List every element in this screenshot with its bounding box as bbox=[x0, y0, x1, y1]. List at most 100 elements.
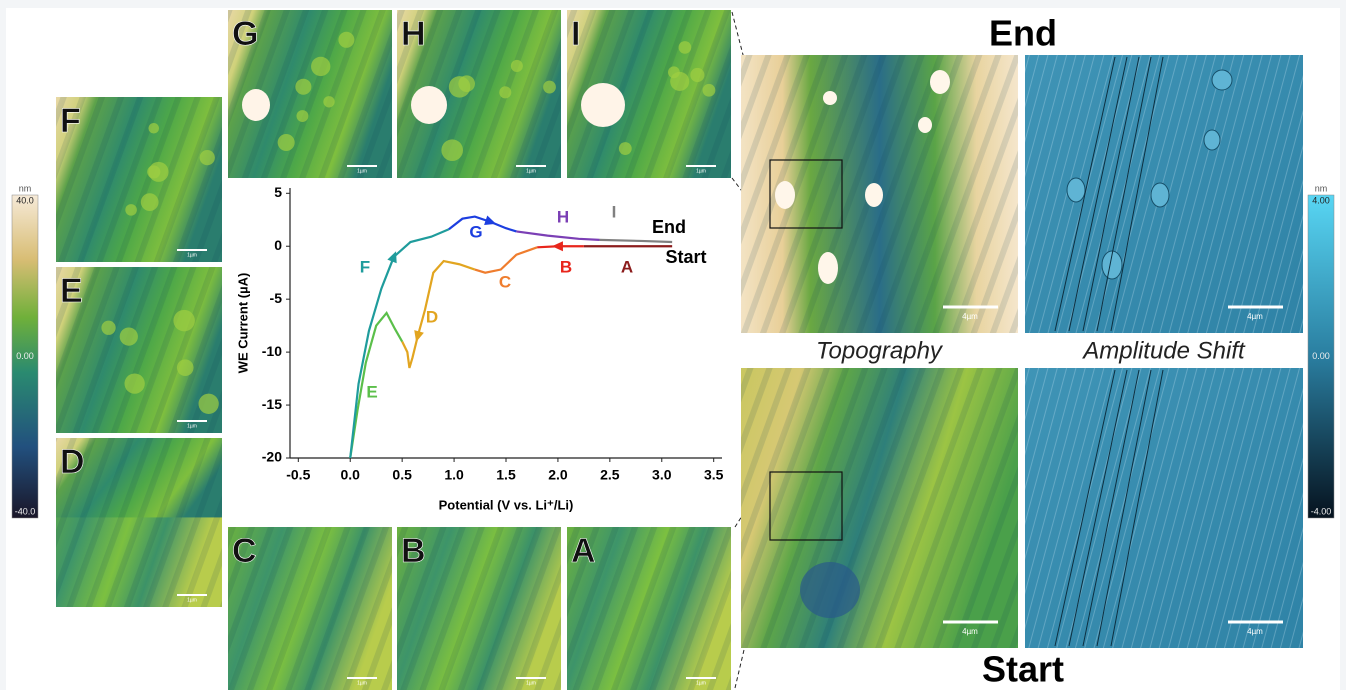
scale-bar-label: 1µm bbox=[696, 680, 706, 686]
afm-grain bbox=[173, 310, 194, 331]
particle bbox=[242, 89, 270, 121]
panel-label: B bbox=[401, 532, 426, 570]
y-tick-label: -15 bbox=[262, 396, 282, 412]
afm-grain bbox=[278, 134, 295, 151]
afm-grain bbox=[511, 60, 523, 72]
afm-grain bbox=[323, 96, 334, 107]
scale-bar-label: 4µm bbox=[1247, 627, 1263, 636]
particle bbox=[775, 181, 795, 209]
panel-label: D bbox=[60, 443, 85, 481]
particle bbox=[865, 183, 883, 207]
colorbar-unit: nm bbox=[1315, 183, 1328, 193]
y-axis-title: WE Current (µA) bbox=[235, 273, 250, 374]
curve-label: E bbox=[366, 382, 377, 401]
particle bbox=[823, 91, 837, 105]
afm-grain bbox=[101, 321, 115, 335]
afm-grain bbox=[619, 142, 632, 155]
panel-label: G bbox=[232, 15, 258, 53]
particle bbox=[930, 70, 950, 94]
scale-bar-label: 4µm bbox=[962, 312, 978, 321]
afm-grain bbox=[177, 359, 194, 376]
colorbar-tick-label: 0.00 bbox=[1312, 351, 1330, 361]
bump bbox=[1151, 183, 1169, 207]
panel-label: E bbox=[60, 272, 83, 310]
afm-grain bbox=[458, 75, 475, 92]
amplitude-heading: Amplitude Shift bbox=[1081, 337, 1246, 364]
panel-label: I bbox=[571, 15, 580, 53]
scale-bar-label: 4µm bbox=[962, 627, 978, 636]
start-heading: Start bbox=[982, 649, 1064, 690]
colorbar-tick-label: -40.0 bbox=[15, 506, 36, 516]
x-tick-label: 2.0 bbox=[548, 467, 568, 483]
curve-label: I bbox=[612, 202, 617, 221]
y-tick-label: 0 bbox=[274, 237, 282, 253]
afm-grain bbox=[148, 123, 159, 134]
panel-label: H bbox=[401, 15, 426, 53]
scale-bar-label: 1µm bbox=[526, 680, 536, 686]
end-heading: End bbox=[989, 13, 1057, 54]
curve-label: A bbox=[621, 257, 633, 276]
particle bbox=[818, 252, 838, 284]
panel-label: C bbox=[232, 532, 257, 570]
afm-grain bbox=[295, 79, 311, 95]
curve-label: C bbox=[499, 272, 511, 291]
afm-texture bbox=[1025, 368, 1303, 648]
dark-region bbox=[800, 562, 860, 618]
x-tick-label: 2.5 bbox=[600, 467, 620, 483]
scale-bar-label: 1µm bbox=[357, 168, 367, 174]
colorbar-unit: nm bbox=[19, 183, 32, 193]
bump bbox=[1067, 178, 1085, 202]
y-tick-label: -5 bbox=[270, 290, 283, 306]
curve-label: G bbox=[469, 222, 482, 241]
panel-label: A bbox=[571, 532, 596, 570]
y-tick-label: -10 bbox=[262, 343, 282, 359]
scale-bar-label: 4µm bbox=[1247, 312, 1263, 321]
curve-label: H bbox=[557, 207, 569, 226]
y-tick-label: -20 bbox=[262, 449, 282, 465]
x-tick-label: -0.5 bbox=[286, 467, 310, 483]
curve-label: D bbox=[426, 307, 438, 326]
panel-label: F bbox=[60, 102, 81, 140]
afm-grain bbox=[670, 72, 689, 91]
curve-label: B bbox=[560, 257, 572, 276]
afm-texture bbox=[56, 97, 222, 262]
scale-bar-label: 1µm bbox=[696, 168, 706, 174]
afm-grain bbox=[703, 84, 716, 97]
bump bbox=[1212, 70, 1232, 90]
afm-grain bbox=[690, 68, 704, 82]
afm-grain bbox=[499, 86, 511, 98]
afm-grain bbox=[147, 165, 160, 178]
afm-grain bbox=[141, 193, 159, 211]
afm-texture bbox=[741, 368, 1018, 648]
particle bbox=[918, 117, 932, 133]
annotation: Start bbox=[665, 247, 706, 267]
figure: End Start Topography Amplitude Shift G 1µ… bbox=[0, 0, 1346, 690]
x-axis-title: Potential (V vs. Li⁺/Li) bbox=[439, 497, 574, 512]
x-tick-label: 1.0 bbox=[444, 467, 464, 483]
colorbar-tick-label: 40.0 bbox=[16, 195, 34, 205]
colorbar-tick-label: -4.00 bbox=[1311, 506, 1332, 516]
x-tick-label: 0.5 bbox=[392, 467, 412, 483]
y-tick-label: 5 bbox=[274, 184, 282, 200]
colorbar-tick-label: 0.00 bbox=[16, 351, 34, 361]
bump bbox=[1204, 130, 1220, 150]
colorbar-tick-label: 4.00 bbox=[1312, 195, 1330, 205]
x-tick-label: 1.5 bbox=[496, 467, 516, 483]
scale-bar-label: 1µm bbox=[357, 680, 367, 686]
particle bbox=[411, 86, 447, 124]
afm-grain bbox=[200, 150, 215, 165]
afm-grain bbox=[441, 139, 463, 161]
curve-label: F bbox=[360, 257, 370, 276]
afm-grain bbox=[311, 57, 330, 76]
scale-bar-label: 1µm bbox=[187, 423, 197, 429]
particle bbox=[581, 83, 625, 127]
afm-grain bbox=[297, 110, 309, 122]
x-tick-label: 3.5 bbox=[704, 467, 724, 483]
afm-grain bbox=[679, 41, 692, 54]
scale-bar-label: 1µm bbox=[187, 252, 197, 258]
afm-grain bbox=[125, 373, 145, 393]
annotation: End bbox=[652, 217, 686, 237]
x-tick-label: 0.0 bbox=[340, 467, 360, 483]
afm-grain bbox=[198, 394, 218, 414]
topography-heading: Topography bbox=[816, 337, 944, 364]
